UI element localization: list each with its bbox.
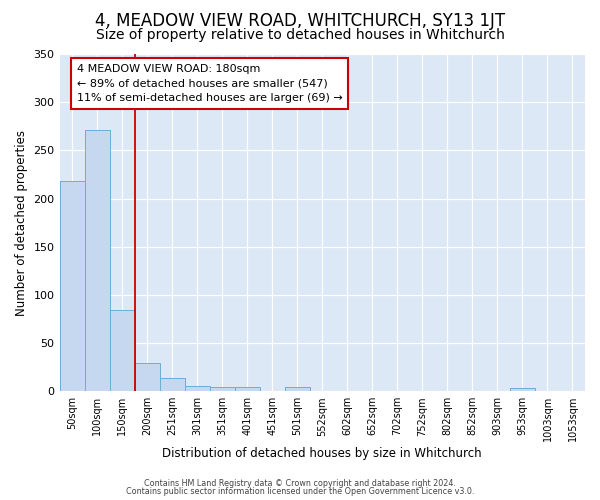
Bar — [110, 310, 134, 391]
Text: 4, MEADOW VIEW ROAD, WHITCHURCH, SY13 1JT: 4, MEADOW VIEW ROAD, WHITCHURCH, SY13 1J… — [95, 12, 505, 30]
Bar — [285, 388, 310, 391]
Bar — [185, 386, 209, 391]
Bar — [510, 388, 535, 391]
Text: Size of property relative to detached houses in Whitchurch: Size of property relative to detached ho… — [95, 28, 505, 42]
X-axis label: Distribution of detached houses by size in Whitchurch: Distribution of detached houses by size … — [163, 447, 482, 460]
Bar — [59, 181, 85, 391]
Bar — [85, 130, 110, 391]
Text: Contains HM Land Registry data © Crown copyright and database right 2024.: Contains HM Land Registry data © Crown c… — [144, 478, 456, 488]
Y-axis label: Number of detached properties: Number of detached properties — [15, 130, 28, 316]
Text: 4 MEADOW VIEW ROAD: 180sqm
← 89% of detached houses are smaller (547)
11% of sem: 4 MEADOW VIEW ROAD: 180sqm ← 89% of deta… — [77, 64, 343, 103]
Bar — [235, 388, 260, 391]
Bar — [160, 378, 185, 391]
Bar — [134, 364, 160, 391]
Bar — [209, 388, 235, 391]
Text: Contains public sector information licensed under the Open Government Licence v3: Contains public sector information licen… — [126, 487, 474, 496]
